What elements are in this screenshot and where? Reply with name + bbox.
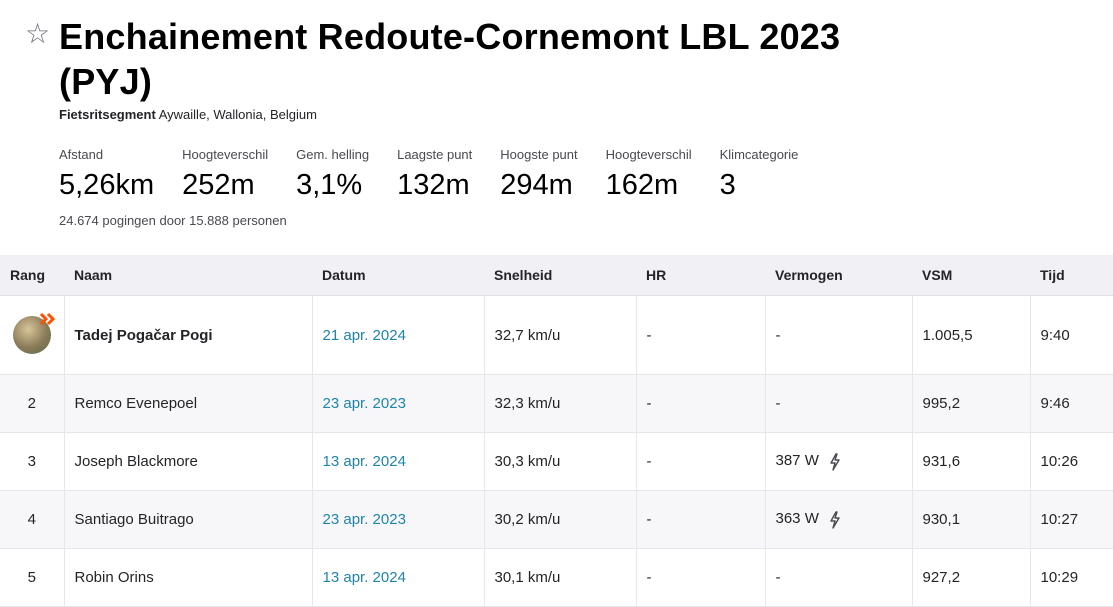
lightning-bolt-icon: [830, 452, 840, 471]
stat-elevation-gain: Hoogteverschil 162m: [606, 146, 692, 206]
stat-label: Hoogteverschil: [605, 147, 692, 162]
speed-cell: 30,2 km/u: [484, 490, 637, 549]
hr-cell: -: [636, 548, 766, 607]
stat-label: Hoogteverschil: [182, 147, 269, 162]
athlete-name[interactable]: Santiago Buitrago: [64, 490, 313, 549]
power-cell: 363 W: [765, 490, 913, 549]
athlete-name[interactable]: Remco Evenepoel: [64, 374, 313, 433]
table-row: 3 Joseph Blackmore 13 apr. 2024 30,3 km/…: [0, 432, 1113, 491]
power-cell: -: [765, 548, 913, 607]
vam-cell: 931,6: [912, 432, 1031, 491]
power-cell: -: [765, 295, 913, 375]
header-time[interactable]: Tijd: [1030, 255, 1113, 296]
time-cell: 10:29: [1030, 548, 1113, 607]
vam-cell: 927,2: [912, 548, 1031, 607]
stat-value: 3,1%: [296, 169, 363, 201]
activity-date-link[interactable]: 13 apr. 2024: [322, 453, 406, 470]
date-cell: 23 apr. 2023: [312, 490, 485, 549]
stat-highest-point: Hoogste punt 294m: [500, 146, 577, 206]
segment-location: Aywaille, Wallonia, Belgium: [158, 107, 317, 122]
vam-cell: 1.005,5: [912, 295, 1031, 375]
leaderboard-table: Rang Naam Datum Snelheid HR Vermogen VSM…: [0, 255, 1113, 607]
stat-label: Laagste punt: [397, 147, 473, 162]
table-row: 5 Robin Orins 13 apr. 2024 30,1 km/u - -…: [0, 548, 1113, 607]
header-power[interactable]: Vermogen: [765, 255, 912, 296]
table-row: 2 Remco Evenepoel 23 apr. 2023 32,3 km/u…: [0, 374, 1113, 433]
stat-climb-category: Klimcategorie 3: [720, 146, 799, 206]
hr-cell: -: [636, 490, 766, 549]
stat-value: 252m: [182, 169, 255, 201]
segment-type: Fietsritsegment: [59, 107, 156, 122]
stat-distance: Afstand 5,26km: [59, 146, 154, 206]
stat-label: Gem. helling: [296, 147, 370, 162]
athlete-name[interactable]: Tadej Pogačar Pogi: [64, 295, 313, 375]
stat-elevation-diff: Hoogteverschil 252m: [182, 146, 268, 206]
vam-cell: 995,2: [912, 374, 1031, 433]
power-value: 387 W: [775, 452, 819, 470]
speed-cell: 30,1 km/u: [484, 548, 637, 607]
time-cell: 9:46: [1030, 374, 1113, 433]
stat-value: 5,26km: [59, 169, 155, 201]
stat-value: 3: [719, 169, 736, 201]
speed-cell: 30,3 km/u: [484, 432, 637, 491]
stat-value: 162m: [605, 169, 679, 201]
activity-date-link[interactable]: 13 apr. 2024: [322, 569, 406, 586]
hr-cell: -: [636, 374, 766, 433]
header-name[interactable]: Naam: [64, 255, 312, 296]
crown-badge-icon: [39, 312, 55, 326]
power-cell: -: [765, 374, 913, 433]
speed-cell: 32,7 km/u: [484, 295, 637, 375]
rank-cell: 3: [0, 432, 65, 491]
time-cell: 10:27: [1030, 490, 1113, 549]
athlete-name[interactable]: Robin Orins: [64, 548, 313, 607]
hr-cell: -: [636, 295, 766, 375]
header-vam[interactable]: VSM: [912, 255, 1030, 296]
table-row: Tadej Pogačar Pogi 21 apr. 2024 32,7 km/…: [0, 295, 1113, 375]
stat-label: Hoogste punt: [500, 147, 578, 162]
header-rank[interactable]: Rang: [0, 255, 64, 296]
rank-cell: 2: [0, 374, 65, 433]
star-icon[interactable]: ☆: [25, 18, 51, 49]
attempts-count: 24.674 pogingen door 15.888 personen: [59, 213, 287, 228]
stat-label: Afstand: [59, 147, 104, 162]
date-cell: 13 apr. 2024: [312, 548, 485, 607]
speed-cell: 32,3 km/u: [484, 374, 637, 433]
stat-value: 132m: [397, 169, 470, 201]
rank-cell: 4: [0, 490, 65, 549]
lightning-bolt-icon: [830, 510, 840, 529]
activity-date-link[interactable]: 21 apr. 2024: [322, 326, 406, 344]
page-title: Enchainement Redoute-Cornemont LBL 2023 …: [59, 16, 841, 102]
header-speed[interactable]: Snelheid: [484, 255, 636, 296]
athlete-name[interactable]: Joseph Blackmore: [64, 432, 313, 491]
date-cell: 13 apr. 2024: [312, 432, 485, 491]
hr-cell: -: [636, 432, 766, 491]
table-header-row: Rang Naam Datum Snelheid HR Vermogen VSM…: [0, 255, 1113, 296]
header-date[interactable]: Datum: [312, 255, 484, 296]
date-cell: 21 apr. 2024: [312, 295, 485, 375]
vam-cell: 930,1: [912, 490, 1031, 549]
rank-cell: 5: [0, 548, 65, 607]
time-cell: 10:26: [1030, 432, 1113, 491]
rank-cell: [0, 295, 65, 375]
activity-date-link[interactable]: 23 apr. 2023: [322, 511, 406, 528]
segment-stats: Afstand 5,26km Hoogteverschil 252m Gem. …: [59, 146, 826, 206]
time-cell: 9:40: [1030, 295, 1113, 375]
avatar[interactable]: [12, 312, 55, 354]
segment-subtitle: Fietsritsegment Aywaille, Wallonia, Belg…: [59, 107, 317, 122]
stat-value: 294m: [500, 169, 573, 201]
leaderboard: Rang Naam Datum Snelheid HR Vermogen VSM…: [0, 255, 1113, 607]
table-row: 4 Santiago Buitrago 23 apr. 2023 30,2 km…: [0, 490, 1113, 549]
stat-label: Klimcategorie: [719, 147, 799, 162]
activity-date-link[interactable]: 23 apr. 2023: [322, 395, 406, 412]
stat-lowest-point: Laagste punt 132m: [397, 146, 472, 206]
header-hr[interactable]: HR: [636, 255, 765, 296]
stat-avg-grade: Gem. helling 3,1%: [296, 146, 369, 206]
power-value: 363 W: [775, 510, 819, 528]
power-cell: 387 W: [765, 432, 913, 491]
date-cell: 23 apr. 2023: [312, 374, 485, 433]
